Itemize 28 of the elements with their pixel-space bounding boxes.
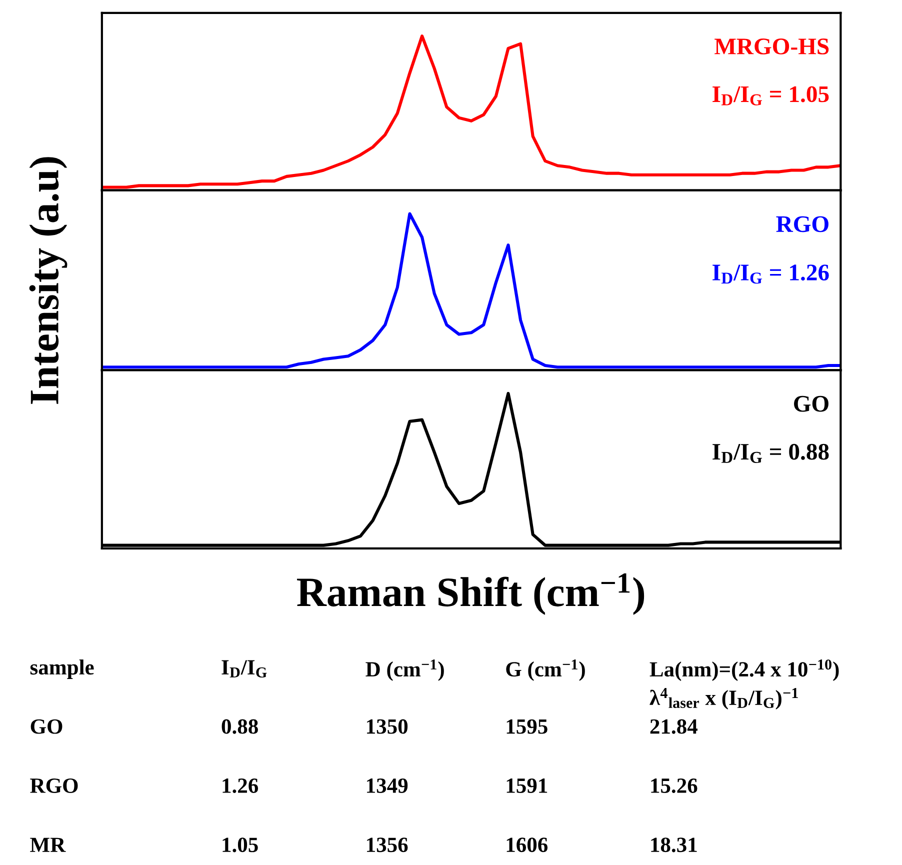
text: 21.84 — [650, 719, 698, 734]
text: 1350 — [367, 719, 408, 734]
text: 1349 — [367, 778, 408, 793]
annotation: I$_{D}$/I$_{G}$ = 1.05 — [712, 86, 829, 106]
text: MR — [30, 838, 66, 852]
text: RGO — [30, 778, 78, 793]
text: sample — [30, 659, 94, 679]
annotation: I$_{D}$/I$_{G}$ = 0.88 — [712, 444, 829, 463]
annotation: I$_{D}$/I$_{G}$ = 1.26 — [712, 264, 829, 284]
annotation: MRGO-HS — [714, 38, 829, 54]
text: 18.31 — [651, 838, 697, 852]
text: 1.26 — [222, 778, 258, 794]
text: 1606 — [506, 838, 548, 852]
annotation: GO — [794, 396, 828, 412]
x-axis-title: Raman Shift (cm$^{−1}$) — [297, 573, 644, 615]
text: 1.05 — [222, 838, 258, 852]
text: G (cm$^{−1}$) — [506, 659, 585, 681]
text: D (cm$^{−1}$) — [366, 659, 444, 681]
text: 1356 — [367, 838, 408, 852]
text: La(nm)=(2.4 x 10$^{−10}$) λ$^{4}$$_{laser}$ x (I$_{D}$/I$_{G}$)$^{−1}$ — [650, 659, 839, 710]
text: 0.88 — [222, 719, 258, 734]
text: I$_{D}$/I$_{G}$ — [222, 660, 267, 678]
text: GO — [30, 719, 62, 734]
y-axis-title: Intensity (a.u) — [29, 157, 68, 404]
text: 15.26 — [651, 778, 698, 794]
annotation: RGO — [776, 216, 828, 232]
text: 1595 — [506, 719, 548, 734]
text: 1591 — [506, 778, 548, 793]
